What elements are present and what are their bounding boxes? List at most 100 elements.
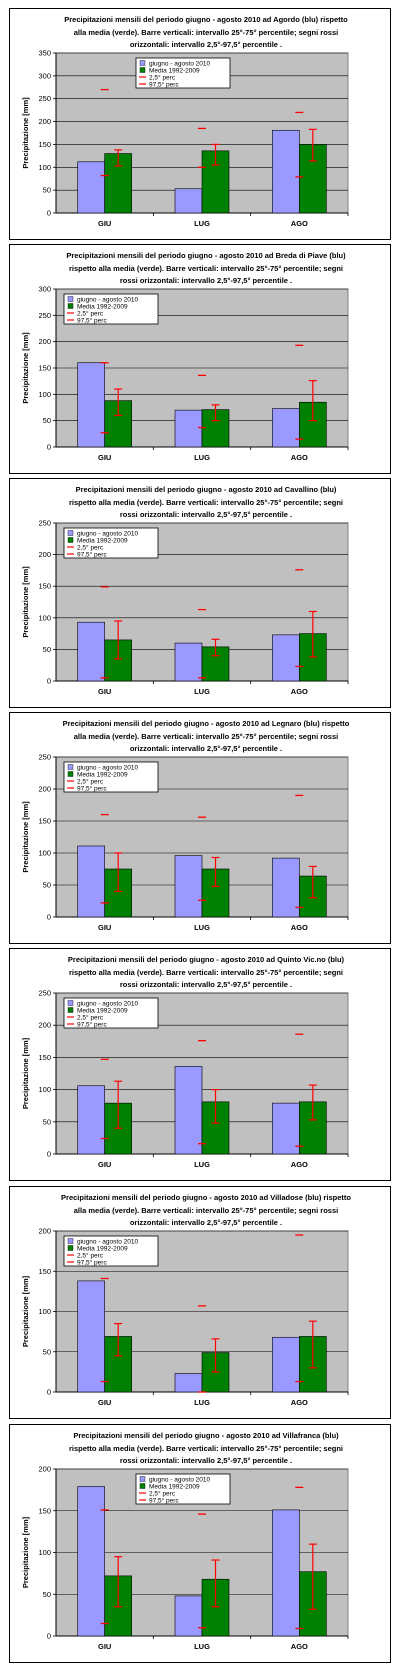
title-line: rispetto alla media (verde). Barre verti… [68,1443,344,1453]
x-tick-label: LUG [194,1642,210,1651]
y-tick-label: 200 [38,337,51,346]
x-tick-label: LUG [194,453,210,462]
y-tick-label: 250 [38,311,51,320]
title-line: Precipitazioni mensili del periodo giugn… [75,485,337,494]
bar-2010 [174,1066,203,1155]
x-tick-label: LUG [194,1398,210,1407]
y-tick-label: 50 [43,1347,51,1356]
title-line: rispetto alla media (verde). Barre verti… [68,967,344,977]
bar-2010 [77,362,105,448]
legend-swatch-media [67,771,74,777]
legend-swatch-media [67,1007,74,1013]
y-tick-label: 250 [38,989,51,998]
x-tick-label: GIU [98,1160,111,1169]
title-line: rossi orizzontali: intervallo 2,5°-97,5°… [119,980,293,989]
bar-media [201,409,230,448]
x-tick-label: GIU [98,687,111,696]
legend-swatch-media [67,1245,74,1251]
x-tick-label: AGO [291,1160,308,1169]
legend-label: 2,5° perc [77,1013,104,1021]
legend-label: 2,5° perc [77,777,104,785]
bar-2010 [77,845,105,918]
legend-swatch-2010 [67,764,74,770]
legend-swatch-2010 [139,60,146,66]
y-tick-label: 100 [38,1548,51,1557]
title-line: rossi orizzontali: intervallo 2,5°-97,5°… [119,1456,293,1465]
legend-label: 97,5° perc [77,1258,107,1266]
y-tick-label: 300 [38,285,51,294]
legend-swatch-media [139,1483,146,1489]
bar-2010 [272,1509,300,1637]
chart-title: Precipitazioni mensili del periodo giugn… [30,484,382,522]
x-tick-label: GIU [98,453,111,462]
bar-2010 [174,642,203,682]
bar-2010 [174,409,203,448]
y-tick-label: 100 [38,163,51,172]
y-tick-label: 0 [47,1632,51,1641]
y-tick-label: 200 [38,1227,51,1236]
chart-panel-5: Precipitazioni mensili del periodo giugn… [9,948,391,1181]
y-tick-label: 150 [38,582,51,591]
y-axis-label: Precipitazione [mm] [21,1516,30,1588]
y-tick-label: 150 [38,364,51,373]
y-tick-label: 100 [38,613,51,622]
y-tick-label: 200 [38,785,51,794]
y-tick-label: 0 [47,913,51,922]
chart-panel-1: Precipitazioni mensili del periodo giugn… [9,8,391,240]
chart-title: Precipitazioni mensili del periodo giugn… [30,1192,382,1230]
title-line: Precipitazioni mensili del periodo giugn… [66,251,346,260]
title-line: alla media (verde). Barre verticali: int… [73,27,339,37]
legend-label: 97,5° perc [77,1020,107,1028]
bar-2010 [272,408,300,448]
bar-2010 [272,1336,300,1393]
y-tick-label: 200 [38,550,51,559]
y-tick-label: 150 [38,1506,51,1515]
y-tick-label: 100 [38,1307,51,1316]
legend-label: giugno - agosto 2010 [149,60,210,67]
title-line: Precipitazioni mensili del periodo giugn… [62,719,350,728]
bar-chart: 0 50 100 150 200 Precipitazione [mm] GIU LUG AGO… [21,1227,349,1407]
title-line: rossi orizzontali: intervallo 2,5°-97,5°… [119,510,293,519]
chart-panel-2: Precipitazioni mensili del periodo giugn… [9,244,391,474]
legend-label: 97,5° perc [77,784,107,792]
legend-swatch-2010 [67,530,74,536]
y-axis-label: Precipitazione [mm] [21,332,30,404]
legend-label: 97,5° perc [77,550,107,558]
x-tick-label: AGO [291,687,308,696]
x-tick-label: AGO [291,453,308,462]
bar-2010 [174,188,203,214]
bar-chart: 0 50 100 150 200 250 Precipitazione [mm] GIU LUG… [21,989,349,1169]
y-tick-label: 100 [38,390,51,399]
y-tick-label: 150 [38,140,51,149]
legend-label: 97,5° perc [149,80,179,88]
legend-label: 97,5° perc [149,1496,179,1504]
chart-title: Precipitazioni mensili del periodo giugn… [30,954,382,992]
title-line: alla media (verde). Barre verticali: int… [73,1205,339,1215]
bar-2010 [77,1085,105,1155]
legend-swatch-media [67,303,74,309]
legend-box [135,1473,231,1505]
title-line: Precipitazioni mensili del periodo giugn… [67,955,345,964]
bar-2010 [272,1102,300,1155]
legend-label: 97,5° perc [77,316,107,324]
title-line: orizzontali: intervallo 2,5°-97,5° perce… [129,1218,283,1227]
y-tick-label: 250 [38,753,51,762]
y-axis-label: Precipitazione [mm] [21,566,30,638]
y-tick-label: 200 [38,117,51,126]
legend-label: giugno - agosto 2010 [77,1238,138,1245]
y-tick-label: 50 [43,881,51,890]
x-tick-label: LUG [194,219,210,228]
legend-box [63,997,159,1029]
x-tick-label: GIU [98,219,111,228]
legend-label: Media 1992-2009 [149,1483,200,1490]
y-tick-label: 150 [38,817,51,826]
legend-box [63,761,159,793]
legend-box [63,1235,159,1267]
y-tick-label: 250 [38,94,51,103]
legend-swatch-media [139,67,146,73]
legend-label: 2,5° perc [77,543,104,551]
